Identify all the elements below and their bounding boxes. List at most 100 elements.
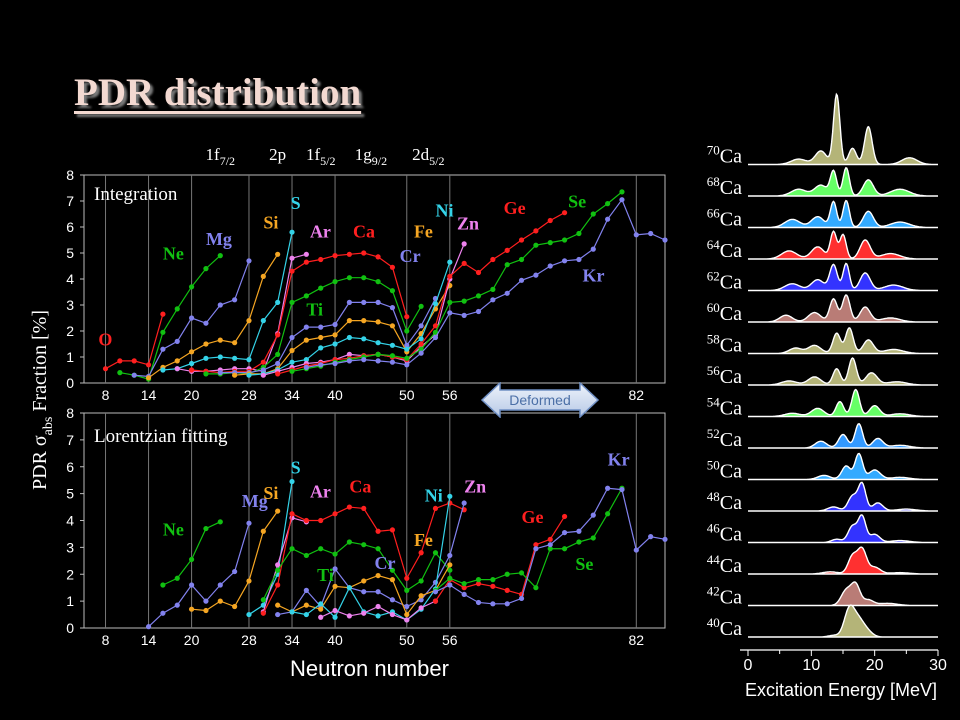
y-axis-label-sub: abs [41, 417, 56, 436]
data-point [533, 272, 539, 278]
data-point [217, 354, 223, 360]
data-point [275, 371, 281, 377]
data-point [518, 570, 525, 576]
series-o [102, 311, 166, 372]
data-point [461, 260, 467, 266]
data-point [561, 513, 568, 520]
data-point [432, 598, 439, 604]
ridge-label: 52Ca [707, 426, 742, 451]
data-point [475, 308, 482, 315]
data-point [332, 341, 338, 347]
x-tick-label: 50 [399, 387, 415, 403]
data-point [246, 520, 252, 526]
x-tick-label: 82 [629, 632, 645, 648]
data-point [475, 577, 482, 583]
y-tick-label: 3 [66, 297, 74, 313]
data-point [346, 351, 352, 357]
x-tick-label: 82 [629, 387, 645, 403]
data-point [346, 539, 352, 545]
data-point [361, 578, 367, 584]
data-point [217, 582, 223, 588]
y-axis-label: PDR σabs Fraction [%] [29, 310, 56, 490]
element-label-ni: Ni [435, 201, 453, 221]
data-point [504, 571, 510, 577]
data-point [361, 357, 367, 363]
data-point [318, 324, 324, 330]
y-tick-label: 5 [66, 486, 74, 502]
data-point [188, 360, 195, 367]
data-point [561, 546, 568, 552]
element-label-mg: Mg [242, 491, 268, 511]
data-point [217, 519, 223, 525]
ridge-label: 48Ca [707, 489, 742, 514]
ridge-68: 68Ca [707, 166, 938, 199]
data-point [260, 528, 266, 534]
data-point [432, 323, 439, 329]
data-point [203, 525, 209, 532]
data-point [547, 546, 553, 552]
data-point [361, 505, 367, 512]
element-label-s: S [291, 457, 301, 477]
data-point [404, 575, 410, 581]
x-tick-label: 20 [184, 387, 200, 403]
deformed-arrow-button[interactable]: Deformed [480, 382, 600, 418]
data-point [504, 262, 510, 268]
data-point [275, 611, 281, 618]
x-tick-label: 28 [241, 632, 257, 648]
x-tick-label: 34 [284, 632, 300, 648]
data-point [332, 551, 338, 557]
ridge-area [748, 294, 938, 323]
data-point [361, 589, 367, 595]
data-point [389, 353, 396, 359]
ridge-56: 56Ca [707, 357, 938, 388]
y-tick-label: 2 [66, 566, 74, 582]
series-si [145, 251, 281, 381]
ridge-label: 46Ca [707, 521, 742, 546]
data-point [447, 299, 453, 305]
data-point [490, 577, 496, 583]
data-point [346, 299, 352, 305]
data-point [605, 485, 611, 491]
data-point [275, 332, 281, 338]
shell-label: 1f7/2 [206, 145, 236, 168]
y-tick-label: 1 [66, 593, 74, 609]
x-tick-label: 56 [442, 387, 458, 403]
data-point [275, 567, 281, 573]
data-point [533, 542, 539, 548]
data-point [102, 366, 109, 372]
data-point [332, 566, 338, 572]
ridge-50: 50Ca [707, 452, 938, 483]
ridge-area [748, 327, 938, 355]
element-label-zn: Zn [464, 476, 486, 496]
data-point [648, 534, 654, 540]
x-tick-label: 14 [141, 387, 157, 403]
ridge-label: 62Ca [707, 269, 742, 294]
data-point [275, 299, 281, 305]
data-point [217, 337, 223, 343]
data-point [246, 357, 252, 363]
ridge-64: 64Ca [707, 230, 938, 262]
x-tick-label: 14 [141, 632, 157, 648]
ridge-area [748, 423, 938, 449]
data-point [389, 567, 396, 573]
data-point [174, 366, 180, 372]
ridge-area [748, 357, 938, 386]
data-point [361, 318, 367, 324]
data-point [504, 601, 510, 607]
element-label-o: O [98, 329, 112, 349]
data-point [318, 362, 324, 368]
data-point [418, 341, 424, 347]
data-point [576, 539, 582, 545]
data-point [389, 288, 396, 294]
element-label-ar: Ar [310, 221, 331, 241]
data-point [461, 581, 467, 587]
data-point [475, 269, 482, 276]
data-point [188, 367, 195, 373]
data-point [217, 598, 223, 604]
data-point [375, 546, 381, 552]
data-point [188, 349, 195, 355]
series-mg [145, 520, 252, 630]
y-tick-label: 6 [66, 459, 74, 475]
element-label-ge: Ge [504, 198, 526, 218]
x-tick-label: 34 [284, 387, 300, 403]
